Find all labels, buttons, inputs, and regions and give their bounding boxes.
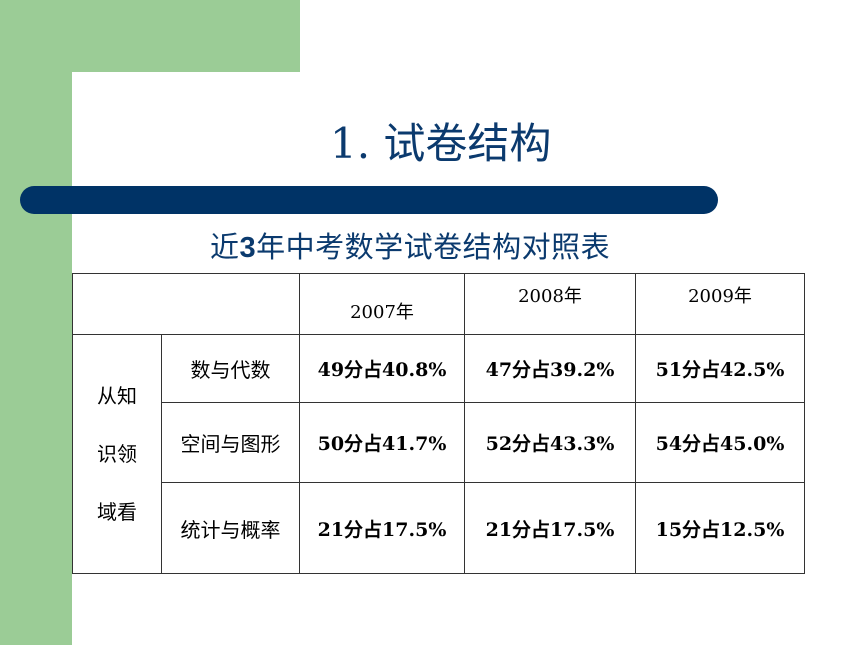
year-header-2007: 2007年: [299, 273, 465, 335]
row-label: 空间与图形: [161, 402, 300, 483]
table-row: 统计与概率 21分占17.5% 21分占17.5% 15分占12.5%: [73, 482, 805, 574]
year-header-2008: 2008年: [464, 273, 636, 335]
caption-prefix: 近: [210, 230, 240, 264]
slide-title: 1. 试卷结构: [330, 119, 552, 168]
green-top-band: [0, 0, 300, 72]
year-header-2009: 2009年: [635, 273, 805, 335]
green-side-band: [0, 0, 72, 645]
value-cell: 54分占45.0%: [635, 402, 805, 483]
value-cell: 21分占17.5%: [464, 482, 636, 574]
caption-suffix: 年中考数学试卷结构对照表: [256, 230, 611, 264]
value-cell: 47分占39.2%: [464, 334, 636, 403]
side-label-line: 识领: [97, 442, 137, 466]
table-row: 从知 识领 域看 数与代数 49分占40.8% 47分占39.2% 51分占42…: [72, 334, 805, 574]
row-label: 数与代数: [161, 334, 300, 403]
table-caption: 近3年中考数学试卷结构对照表: [210, 224, 610, 266]
value-cell: 15分占12.5%: [635, 482, 805, 574]
value-cell: 52分占43.3%: [464, 402, 636, 483]
side-label-line: 从知: [97, 384, 137, 408]
value-cell: 51分占42.5%: [635, 334, 805, 403]
caption-number: 3: [239, 232, 257, 264]
value-cell: 21分占17.5%: [299, 482, 465, 574]
knowledge-area-label: 从知 识领 域看: [72, 334, 162, 574]
title-divider-bar: [20, 186, 718, 214]
table-row: 空间与图形 50分占41.7% 52分占43.3% 54分占45.0%: [73, 402, 805, 483]
value-cell: 49分占40.8%: [299, 334, 465, 403]
row-label: 统计与概率: [161, 482, 300, 574]
comparison-table: 2007年 2008年 2009年 从知 识领 域看 数与代数 49分占40.8…: [72, 273, 805, 574]
value-cell: 50分占41.7%: [299, 402, 465, 483]
header-empty-cell: [72, 273, 300, 335]
header-row: 2007年 2008年 2009年: [72, 273, 805, 335]
side-label-line: 域看: [97, 500, 137, 524]
